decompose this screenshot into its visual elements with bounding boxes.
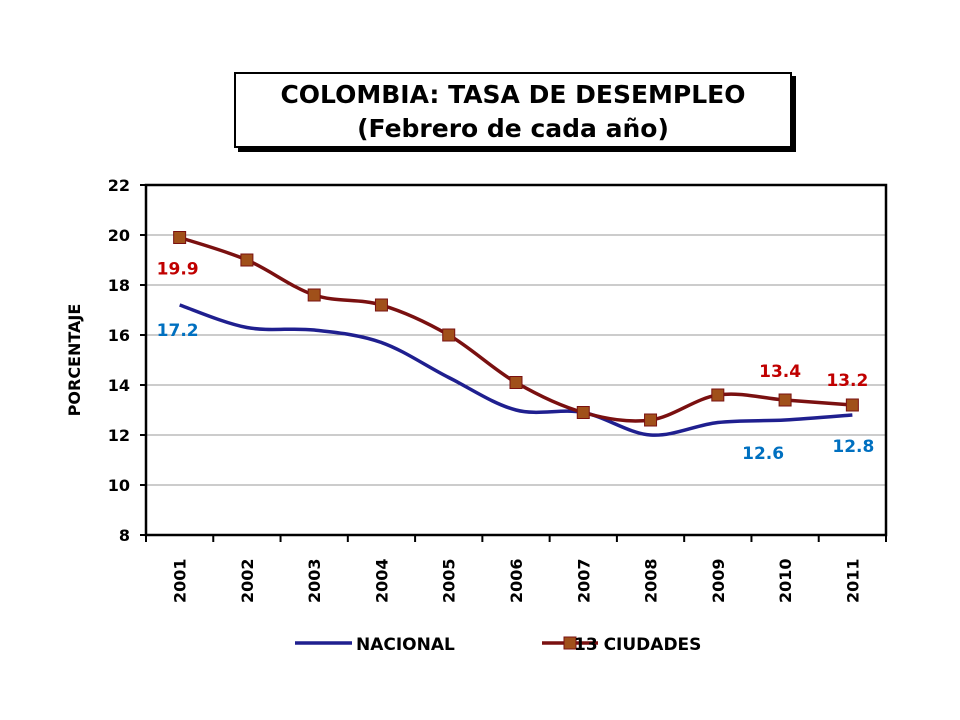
y-tick-label: 12 (108, 426, 130, 445)
data-point-marker (240, 253, 254, 267)
x-tick-label: 2007 (574, 558, 593, 603)
y-tick-label: 8 (119, 526, 130, 545)
y-tick-label: 16 (108, 326, 130, 345)
series-line (179, 303, 853, 437)
data-label: 19.9 (157, 260, 199, 280)
data-label: 12.8 (832, 437, 874, 457)
data-point-marker (845, 398, 859, 412)
data-label: 13.4 (759, 362, 801, 382)
x-tick-label: 2005 (440, 558, 459, 603)
x-tick-label: 2004 (372, 558, 391, 603)
data-label: 12.6 (742, 444, 784, 464)
chart-title: COLOMBIA: TASA DE DESEMPLEO (280, 80, 746, 109)
series-group (173, 231, 859, 437)
x-tick-label: 2002 (238, 558, 257, 603)
data-point-marker (509, 376, 523, 389)
data-point-marker (374, 298, 388, 312)
x-tick-label: 2009 (709, 558, 728, 603)
y-tick-label: 10 (108, 476, 130, 495)
x-tick-label: 2010 (776, 558, 795, 603)
legend: NACIONAL 13 CIUDADES (295, 635, 701, 655)
x-tick-label: 2003 (305, 558, 324, 603)
data-label: 13.2 (826, 371, 868, 391)
x-tick-label: 2001 (171, 558, 190, 603)
data-point-marker (173, 231, 187, 244)
y-tick-label: 14 (108, 376, 130, 395)
plot-frame (144, 183, 888, 537)
legend-marker (563, 636, 577, 650)
y-axis-label: PORCENTAJE (65, 304, 84, 417)
data-point-marker (442, 328, 456, 342)
data-labels: 19.9 17.2 13.4 13.2 12.6 12.8 (157, 260, 875, 465)
data-point-marker (644, 413, 658, 427)
x-tick-label: 2008 (642, 558, 661, 603)
x-tick-label: 2006 (507, 558, 526, 603)
y-tick-label: 18 (108, 276, 130, 295)
chart-title-box: COLOMBIA: TASA DE DESEMPLEO (Febrero de … (234, 72, 792, 148)
chart-subtitle: (Febrero de cada año) (357, 114, 669, 143)
data-point-marker (778, 393, 792, 407)
data-point-marker (711, 388, 725, 402)
x-axis-ticks: 2001 2002 2003 2004 2005 2006 2007 2008 2009 2010… (145, 535, 887, 603)
data-point-marker (576, 406, 590, 419)
legend-label: 13 CIUDADES (574, 635, 701, 655)
y-axis-ticks: 8 10 12 14 16 18 20 22 (108, 176, 146, 545)
legend-label: NACIONAL (356, 635, 455, 655)
y-tick-label: 22 (108, 176, 130, 195)
data-point-marker (307, 288, 321, 302)
y-tick-label: 20 (108, 226, 130, 245)
x-tick-label: 2011 (843, 558, 862, 603)
data-label: 17.2 (157, 321, 199, 341)
